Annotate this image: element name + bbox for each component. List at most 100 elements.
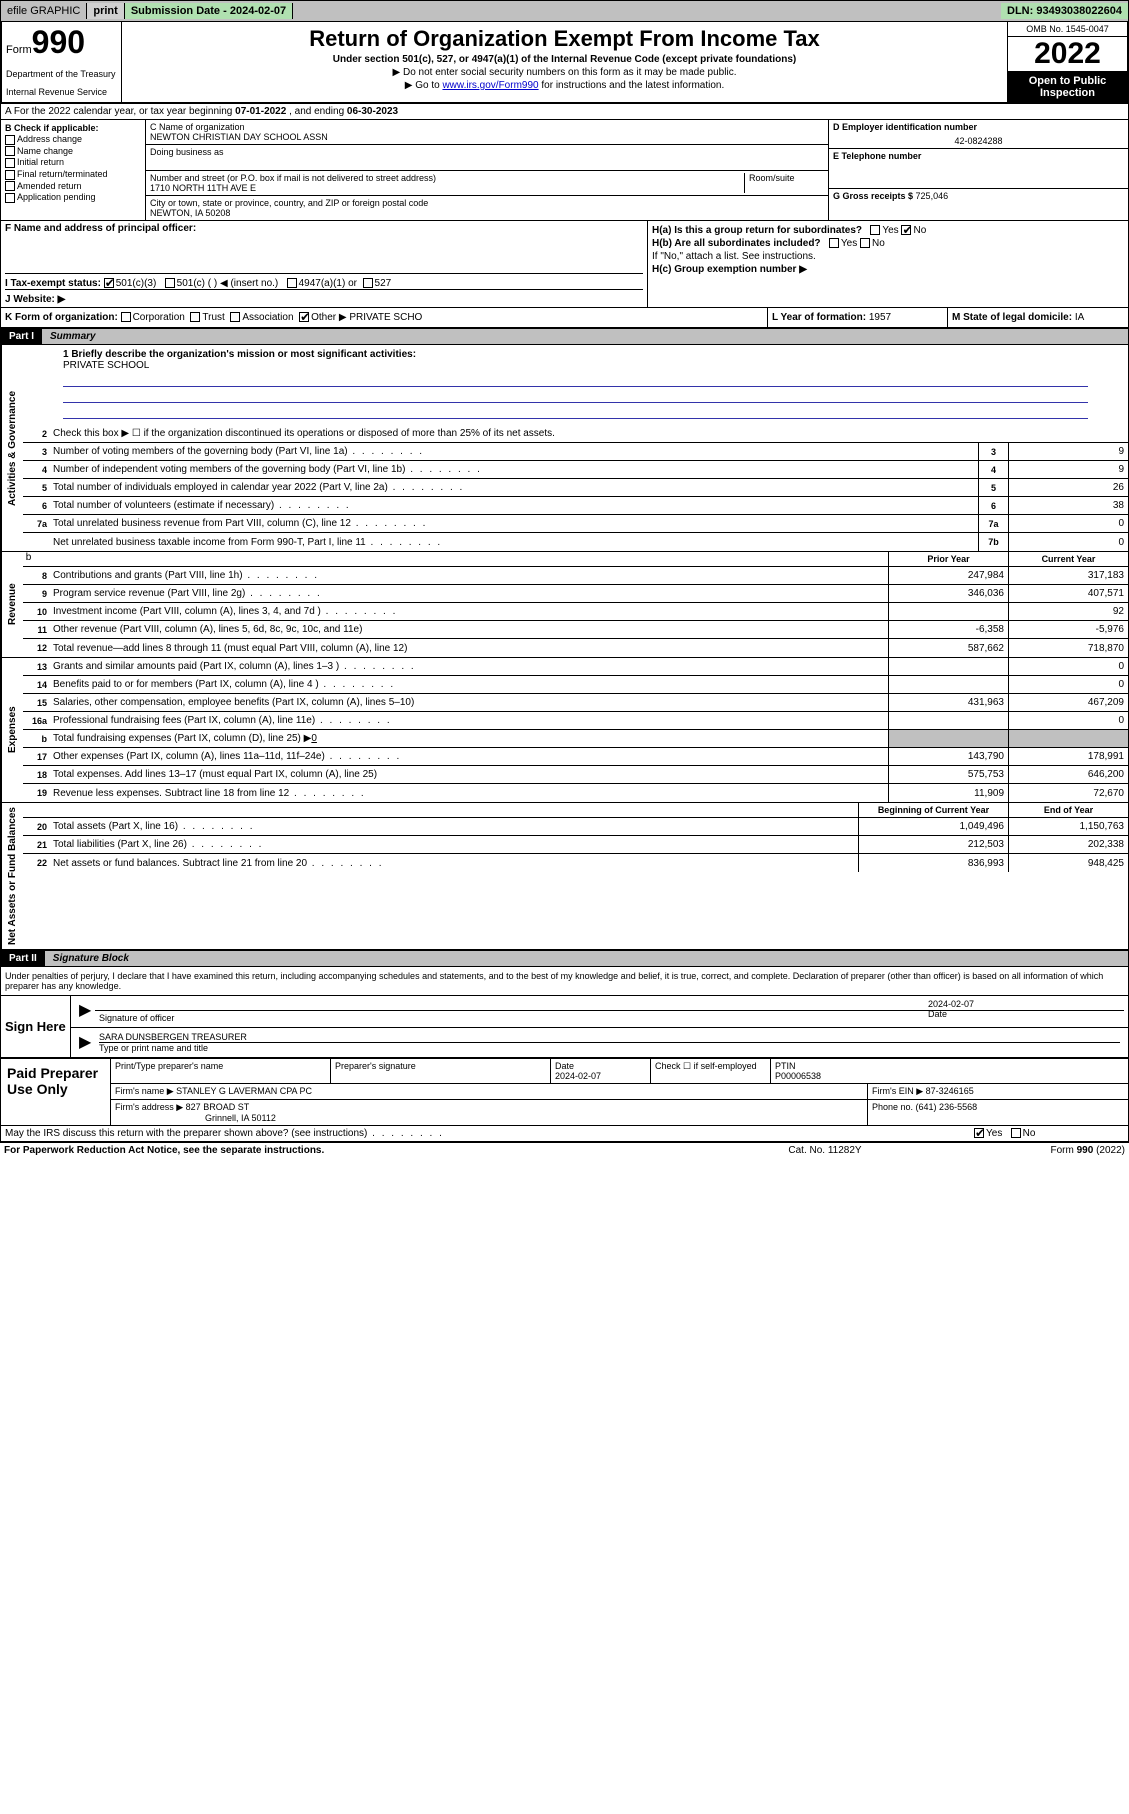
- cb-amended-return[interactable]: Amended return: [5, 181, 141, 192]
- ptin: P00006538: [775, 1071, 821, 1081]
- governance-section: Activities & Governance 1 Briefly descri…: [0, 345, 1129, 552]
- ssn-note: ▶ Do not enter social security numbers o…: [126, 67, 1003, 78]
- cb-discuss-no[interactable]: [1011, 1128, 1021, 1138]
- cb-4947[interactable]: [287, 278, 297, 288]
- cb-address-change[interactable]: Address change: [5, 134, 141, 145]
- cb-501c[interactable]: [165, 278, 175, 288]
- print-button[interactable]: print: [87, 3, 124, 19]
- line-19: 19Revenue less expenses. Subtract line 1…: [23, 784, 1128, 802]
- row-k: K Form of organization: Corporation Trus…: [0, 308, 1129, 328]
- footer-mid: Cat. No. 11282Y: [725, 1145, 925, 1156]
- cb-ha-no[interactable]: [901, 225, 911, 235]
- line-9: 9Program service revenue (Part VIII, lin…: [23, 585, 1128, 603]
- net-assets-section: Net Assets or Fund Balances Beginning of…: [0, 803, 1129, 950]
- i-label: I Tax-exempt status:: [5, 278, 101, 289]
- mission-text: PRIVATE SCHOOL: [63, 360, 1088, 371]
- i-4947: 4947(a)(1) or: [299, 278, 357, 289]
- c-label: C Name of organization: [150, 122, 824, 132]
- cb-name-change[interactable]: Name change: [5, 146, 141, 157]
- discuss-yes: Yes: [986, 1128, 1002, 1139]
- cb-ha-yes[interactable]: [870, 225, 880, 235]
- goto-post: for instructions and the latest informat…: [539, 80, 725, 91]
- dept-treasury: Department of the Treasury: [6, 69, 117, 79]
- line-3: 3Number of voting members of the governi…: [23, 443, 1128, 461]
- cb-hb-no[interactable]: [860, 238, 870, 248]
- dba-label: Doing business as: [150, 147, 824, 157]
- irs-link[interactable]: www.irs.gov/Form990: [442, 80, 538, 91]
- cb-final-return[interactable]: Final return/terminated: [5, 169, 141, 180]
- cb-501c3[interactable]: [104, 278, 114, 288]
- net-col-hdr: Beginning of Current Year End of Year: [23, 803, 1128, 818]
- side-gov: Activities & Governance: [1, 345, 23, 551]
- room-label: Room/suite: [744, 173, 824, 193]
- cb-app-pending[interactable]: Application pending: [5, 192, 141, 203]
- firm-addr2: Grinnell, IA 50112: [205, 1113, 276, 1123]
- cb-527[interactable]: [363, 278, 373, 288]
- section-deg: D Employer identification number 42-0824…: [828, 120, 1128, 220]
- prep-title: Paid Preparer Use Only: [1, 1059, 111, 1125]
- b-item-2: Initial return: [17, 157, 64, 167]
- line-17: 17Other expenses (Part IX, column (A), l…: [23, 748, 1128, 766]
- hb-note: If "No," attach a list. See instructions…: [652, 251, 1124, 262]
- discuss-row: May the IRS discuss this return with the…: [0, 1126, 1129, 1142]
- sig-declaration: Under penalties of perjury, I declare th…: [1, 967, 1128, 996]
- irs-label: Internal Revenue Service: [6, 87, 117, 97]
- line-8: 8Contributions and grants (Part VIII, li…: [23, 567, 1128, 585]
- mission-line-1: [63, 373, 1088, 387]
- omb-number: OMB No. 1545-0047: [1008, 22, 1127, 37]
- prep-h4: Check ☐ if self-employed: [651, 1059, 771, 1083]
- sig-date: 2024-02-07: [928, 999, 1120, 1009]
- hdr-beg: Beginning of Current Year: [858, 803, 1008, 817]
- footer-right-form: 990: [1077, 1145, 1094, 1156]
- cb-initial-return[interactable]: Initial return: [5, 157, 141, 168]
- ha-label: H(a) Is this a group return for subordin…: [652, 225, 862, 236]
- k-trust: Trust: [202, 312, 224, 323]
- cb-other[interactable]: [299, 312, 309, 322]
- gross-receipts: 725,046: [916, 191, 949, 201]
- preparer-block: Paid Preparer Use Only Print/Type prepar…: [0, 1058, 1129, 1126]
- k-assoc: Association: [242, 312, 293, 323]
- k-label: K Form of organization:: [5, 312, 118, 323]
- footer-left: For Paperwork Reduction Act Notice, see …: [4, 1145, 725, 1156]
- header-mid: Return of Organization Exempt From Incom…: [122, 22, 1007, 102]
- f-label: F Name and address of principal officer:: [5, 223, 643, 273]
- l16b-val: 0: [311, 733, 317, 744]
- row-a-tax-year: A For the 2022 calendar year, or tax yea…: [0, 104, 1129, 120]
- hb-yes: Yes: [841, 238, 857, 249]
- sig-date-label: Date: [928, 1009, 1120, 1019]
- part2-header: Part II Signature Block: [0, 950, 1129, 967]
- cb-trust[interactable]: [190, 312, 200, 322]
- section-b: B Check if applicable: Address change Na…: [1, 120, 146, 220]
- prep-date: 2024-02-07: [555, 1071, 601, 1081]
- top-toolbar: efile GRAPHIC print Submission Date - 20…: [0, 0, 1129, 22]
- k-other-val: PRIVATE SCHO: [349, 312, 422, 323]
- line-2: 2Check this box ▶ ☐ if the organization …: [23, 425, 1128, 443]
- line-16b: bTotal fundraising expenses (Part IX, co…: [23, 730, 1128, 748]
- line-16a: 16aProfessional fundraising fees (Part I…: [23, 712, 1128, 730]
- cb-discuss-yes[interactable]: [974, 1128, 984, 1138]
- b-item-5: Application pending: [17, 192, 96, 202]
- hdr-end: End of Year: [1008, 803, 1128, 817]
- line-18: 18Total expenses. Add lines 13–17 (must …: [23, 766, 1128, 784]
- sign-here-label: Sign Here: [1, 996, 71, 1057]
- b-label: B Check if applicable:: [5, 123, 141, 133]
- line-14: 14Benefits paid to or for members (Part …: [23, 676, 1128, 694]
- section-c: C Name of organization NEWTON CHRISTIAN …: [146, 120, 828, 220]
- firm-addr1: 827 BROAD ST: [186, 1102, 250, 1112]
- mission-line-3: [63, 405, 1088, 419]
- header-right: OMB No. 1545-0047 2022 Open to Public In…: [1007, 22, 1127, 102]
- open-inspection: Open to Public Inspection: [1008, 72, 1127, 102]
- discuss-no: No: [1023, 1128, 1036, 1139]
- line-6: 6Total number of volunteers (estimate if…: [23, 497, 1128, 515]
- footer-right-post: (2022): [1093, 1145, 1125, 1156]
- signature-block: Under penalties of perjury, I declare th…: [0, 967, 1129, 1058]
- cb-hb-yes[interactable]: [829, 238, 839, 248]
- officer-name-label: Type or print name and title: [99, 1043, 1120, 1053]
- line-21: 21Total liabilities (Part X, line 26)212…: [23, 836, 1128, 854]
- firm-phone: (641) 236-5568: [916, 1102, 978, 1112]
- b-item-1: Name change: [17, 146, 73, 156]
- cb-corp[interactable]: [121, 312, 131, 322]
- ein-value: 42-0824288: [833, 136, 1124, 146]
- line-12: 12Total revenue—add lines 8 through 11 (…: [23, 639, 1128, 657]
- cb-assoc[interactable]: [230, 312, 240, 322]
